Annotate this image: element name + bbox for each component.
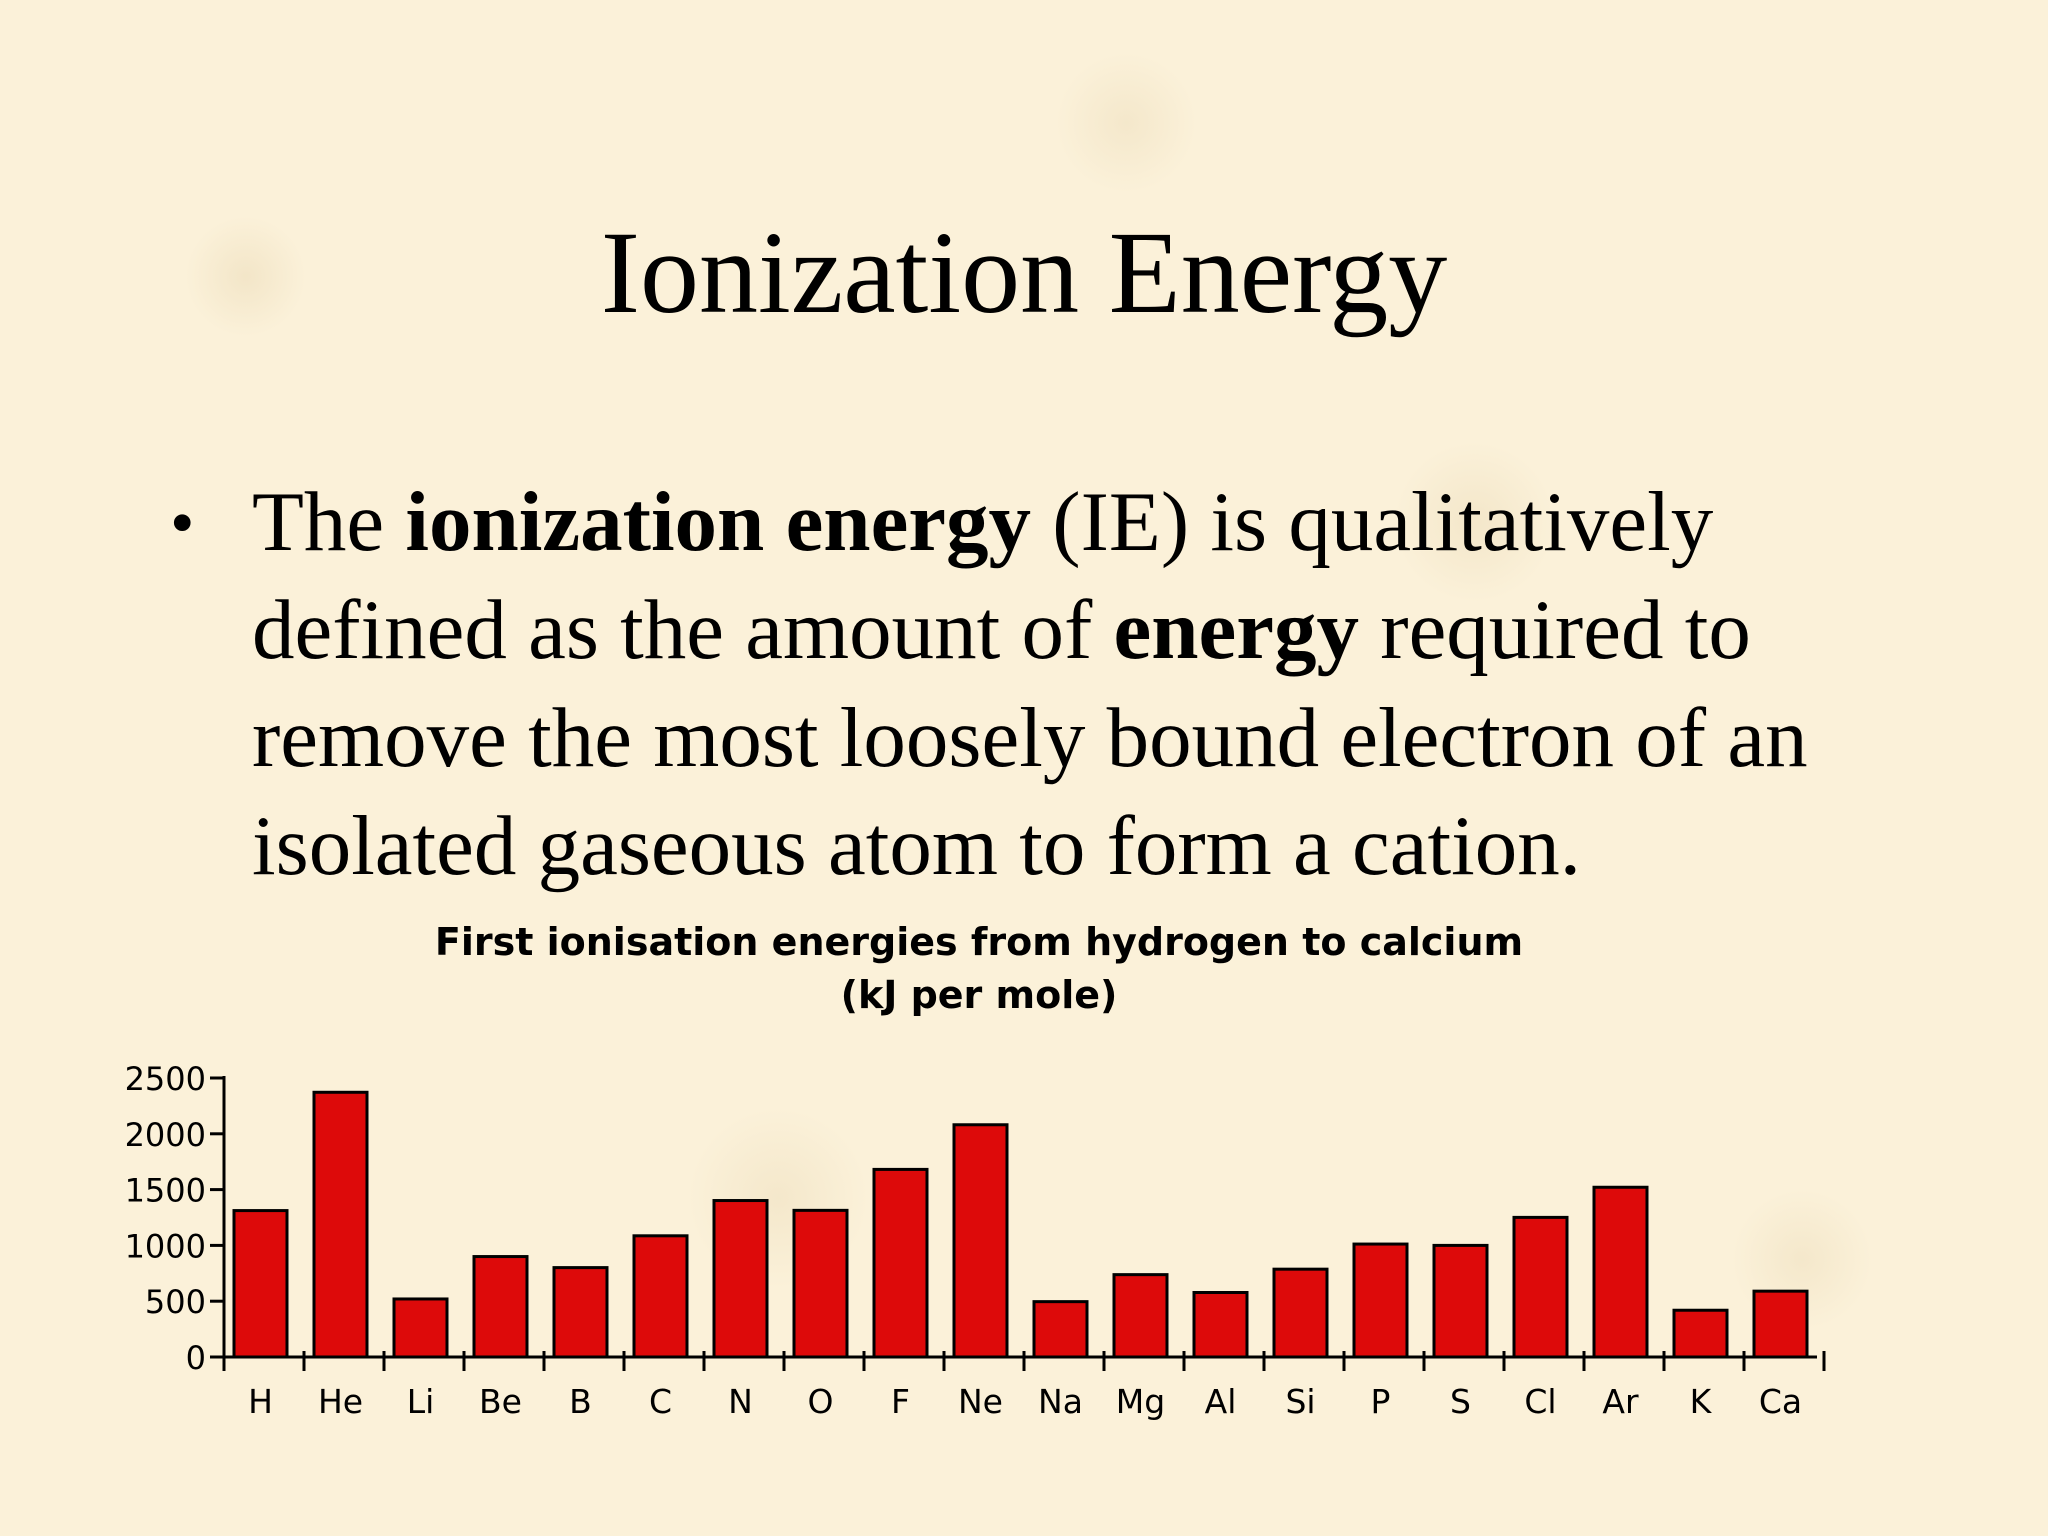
- y-tick-label: 1000: [125, 1227, 206, 1265]
- x-tick-label: K: [1690, 1382, 1713, 1421]
- x-tick-label: Si: [1285, 1382, 1315, 1421]
- bullet-text-run: (IE) is qualitatively defined as the amo…: [252, 475, 1714, 677]
- x-tick-label: Li: [407, 1382, 435, 1421]
- bar-b: [552, 1266, 609, 1359]
- x-tick-label: He: [318, 1382, 363, 1421]
- y-tick-label: 2500: [125, 1060, 206, 1098]
- bullet-bold-term: energy: [1113, 583, 1360, 677]
- x-tick-label: C: [649, 1382, 672, 1421]
- chart-title: First ionisation energies from hydrogen …: [435, 920, 1523, 964]
- bar-li: [392, 1297, 449, 1359]
- bullet-text: The ionization energy (IE) is qualitativ…: [252, 468, 1930, 900]
- bar-si: [1272, 1267, 1329, 1359]
- x-tick-label: F: [891, 1382, 910, 1421]
- bar-n: [712, 1199, 769, 1359]
- bullet-text-run: required to remove the most loosely boun…: [252, 583, 1808, 893]
- x-tick-label: N: [728, 1382, 753, 1421]
- y-tick-label: 2000: [125, 1116, 206, 1154]
- bar-p: [1352, 1242, 1409, 1359]
- bar-c: [632, 1234, 689, 1359]
- x-tick-label: Al: [1205, 1382, 1237, 1421]
- bar-k: [1672, 1308, 1729, 1359]
- bullet-text-run: The: [252, 475, 406, 569]
- x-tick-label: S: [1450, 1382, 1471, 1421]
- bar-cl: [1512, 1215, 1569, 1359]
- x-tick-label: Ca: [1759, 1382, 1802, 1421]
- chart-plot-area: 0 500 1000 1500 2000 2500 H He Li Be B C N O F Ne Na Mg Al…: [125, 1060, 1826, 1421]
- x-tick-label: P: [1371, 1382, 1391, 1421]
- bullet-bold-term: ionization energy: [405, 475, 1032, 569]
- bar-h: [232, 1209, 289, 1359]
- bar-ne: [952, 1123, 1009, 1359]
- bar-he: [312, 1090, 369, 1359]
- bar-o: [792, 1208, 849, 1359]
- x-tick-label: Na: [1038, 1382, 1083, 1421]
- bar-na: [1032, 1300, 1089, 1359]
- x-tick-label: Cl: [1524, 1382, 1556, 1421]
- bar-al: [1192, 1290, 1249, 1359]
- x-tick-label: O: [808, 1382, 834, 1421]
- bar-ar: [1592, 1185, 1649, 1359]
- chart-subtitle: (kJ per mole): [841, 973, 1118, 1017]
- bullet-point-icon: •: [170, 485, 195, 562]
- x-tick-label: H: [248, 1382, 273, 1421]
- bar-f: [872, 1167, 929, 1359]
- x-tick-label: B: [569, 1382, 592, 1421]
- bar-ca: [1752, 1289, 1809, 1359]
- ionisation-energy-bar-chart: First ionisation energies from hydrogen …: [125, 920, 1826, 1421]
- y-tick-label: 1500: [125, 1172, 206, 1210]
- x-tick-label: Ne: [958, 1382, 1003, 1421]
- x-tick-label: Mg: [1116, 1382, 1165, 1421]
- bar-be: [472, 1255, 529, 1359]
- slide-title: Ionization Energy: [600, 207, 1448, 338]
- bar-mg: [1112, 1273, 1169, 1359]
- y-tick-label: 0: [186, 1339, 206, 1377]
- y-tick-label: 500: [145, 1283, 206, 1321]
- bar-s: [1432, 1243, 1489, 1359]
- bullet-item: • The ionization energy (IE) is qualitat…: [170, 468, 1930, 900]
- x-tick-label: Ar: [1602, 1382, 1639, 1421]
- x-tick-label: Be: [479, 1382, 522, 1421]
